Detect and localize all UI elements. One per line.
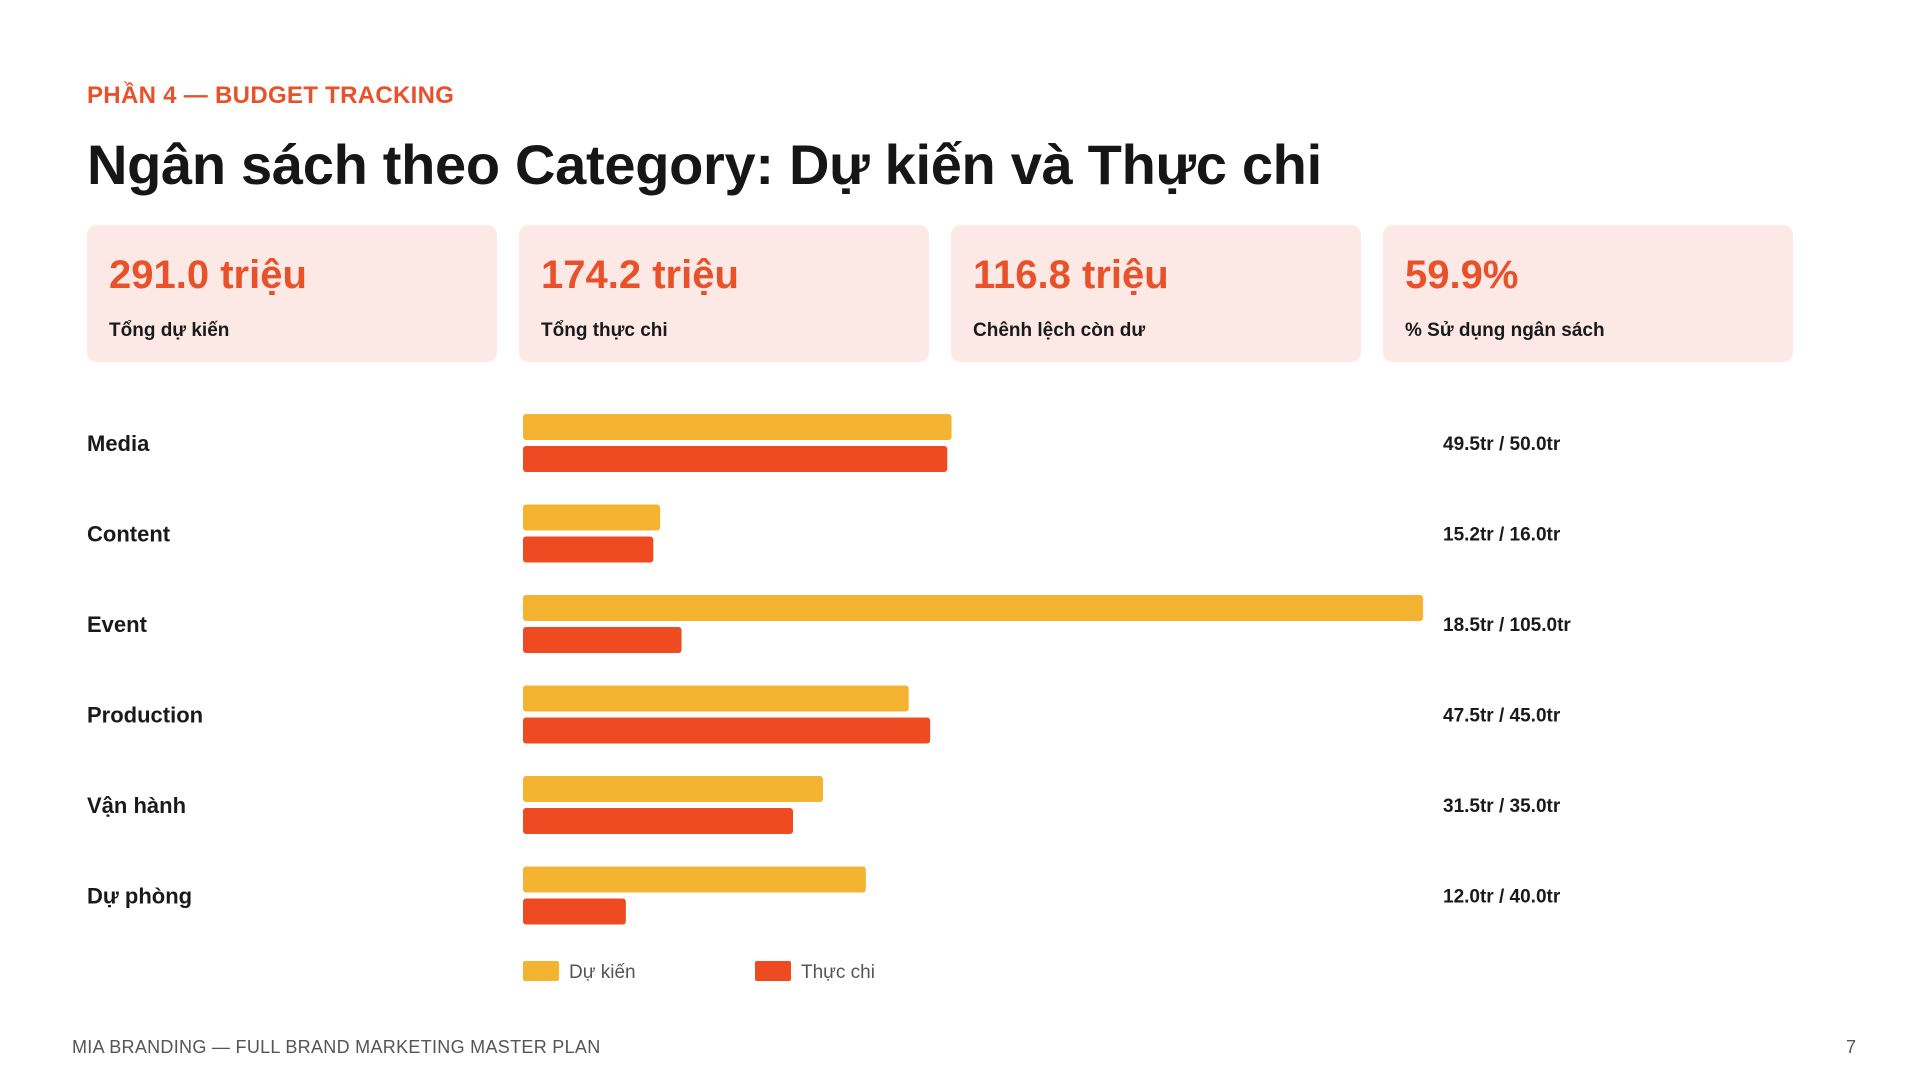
kpi-value: 291.0 triệu: [109, 253, 307, 297]
kpi-card-remaining: 116.8 triệu Chênh lệch còn dư: [951, 225, 1361, 362]
category-label: Production: [87, 703, 203, 728]
page-title: Ngân sách theo Category: Dự kiến và Thực…: [87, 133, 1322, 196]
budget-bar-chart: Media 49.5tr / 50.0tr Content 15.2tr / 16.0…: [87, 414, 1571, 983]
legend-label-planned: Dự kiến: [569, 962, 636, 983]
category-label: Media: [87, 431, 150, 456]
value-label: 47.5tr / 45.0tr: [1443, 706, 1561, 727]
kpi-label: Tổng dự kiến: [109, 320, 230, 341]
kpi-label: Tổng thực chi: [541, 320, 668, 341]
kpi-card-usage-percent: 59.9% % Sử dụng ngân sách: [1383, 225, 1793, 362]
kpi-value: 174.2 triệu: [541, 253, 739, 297]
category-label: Event: [87, 612, 148, 637]
bar-actual: [523, 808, 793, 834]
value-label: 15.2tr / 16.0tr: [1443, 525, 1561, 546]
bar-planned: [523, 866, 866, 893]
value-label: 12.0tr / 40.0tr: [1443, 887, 1561, 908]
bar-actual: [523, 446, 948, 472]
bar-planned: [523, 414, 952, 440]
footer-text: MIA BRANDING — FULL BRAND MARKETING MAST…: [72, 1037, 601, 1057]
category-label: Dự phòng: [87, 884, 192, 909]
kpi-label: % Sử dụng ngân sách: [1405, 320, 1605, 341]
value-label: 31.5tr / 35.0tr: [1443, 796, 1561, 817]
section-eyebrow: PHẦN 4 — BUDGET TRACKING: [87, 82, 455, 109]
value-label: 49.5tr / 50.0tr: [1443, 434, 1561, 455]
bar-actual: [523, 627, 682, 653]
value-label: 18.5tr / 105.0tr: [1443, 615, 1571, 636]
kpi-row: 291.0 triệu Tổng dự kiến 174.2 triệu Tổn…: [87, 225, 1793, 362]
legend-swatch-planned: [523, 961, 559, 981]
bar-planned: [523, 595, 1423, 621]
page-number: 7: [1846, 1037, 1857, 1057]
bar-planned: [523, 685, 909, 712]
kpi-card-total-actual: 174.2 triệu Tổng thực chi: [519, 225, 929, 362]
bar-actual: [523, 898, 626, 925]
bar-actual: [523, 717, 931, 744]
bar-actual: [523, 536, 654, 563]
category-label: Vận hành: [87, 793, 186, 818]
kpi-value: 59.9%: [1405, 253, 1519, 297]
kpi-value: 116.8 triệu: [973, 253, 1169, 297]
legend-label-actual: Thực chi: [801, 962, 875, 983]
kpi-card-total-planned: 291.0 triệu Tổng dự kiến: [87, 225, 497, 362]
legend-swatch-actual: [755, 961, 791, 981]
bar-planned: [523, 776, 823, 802]
kpi-label: Chênh lệch còn dư: [973, 320, 1146, 341]
category-label: Content: [87, 522, 171, 547]
bar-planned: [523, 504, 661, 531]
